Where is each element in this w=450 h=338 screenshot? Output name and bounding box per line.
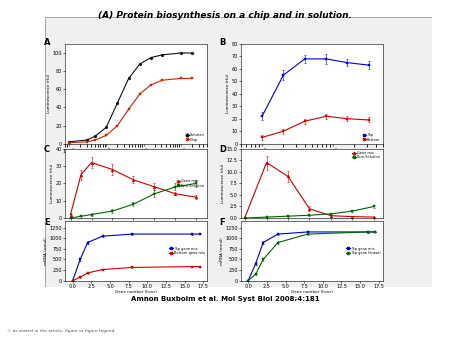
Legend: Top gene mix, Bottom gene mix: Top gene mix, Bottom gene mix xyxy=(169,246,205,256)
X-axis label: Gene number (liver): Gene number (liver) xyxy=(115,290,157,294)
Y-axis label: Luminescence (rlu): Luminescence (rlu) xyxy=(221,164,225,203)
Y-axis label: Luminescence (rlu): Luminescence (rlu) xyxy=(47,74,51,114)
Legend: Gene mix, Pure-Solution: Gene mix, Pure-Solution xyxy=(352,150,381,160)
Legend: Solution, Chip: Solution, Chip xyxy=(185,132,205,142)
Text: Amnon Buxboim et al. Mol Syst Biol 2008;4:181: Amnon Buxboim et al. Mol Syst Biol 2008;… xyxy=(130,296,320,302)
Y-axis label: mRNA (nmol): mRNA (nmol) xyxy=(44,237,48,265)
X-axis label: Gene number (liver): Gene number (liver) xyxy=(291,158,333,162)
Text: D: D xyxy=(220,145,226,153)
Y-axis label: Luminescence (rlu): Luminescence (rlu) xyxy=(50,164,54,203)
Text: B: B xyxy=(220,38,226,47)
X-axis label: Gene number (liver): Gene number (liver) xyxy=(115,227,157,232)
Y-axis label: Luminescence (rlu): Luminescence (rlu) xyxy=(226,74,230,114)
Text: E: E xyxy=(44,218,50,227)
Y-axis label: mRNA (nmol): mRNA (nmol) xyxy=(220,237,224,265)
Legend: Gene mix, Pure-Solution: Gene mix, Pure-Solution xyxy=(176,179,205,188)
X-axis label: Gene gene (Dilution) (ml): Gene gene (Dilution) (ml) xyxy=(285,227,338,232)
Text: A: A xyxy=(44,38,50,47)
Legend: Top, Bottom: Top, Bottom xyxy=(362,132,381,142)
X-axis label: Gene number (liver): Gene number (liver) xyxy=(115,158,157,162)
X-axis label: Gene number (liver): Gene number (liver) xyxy=(291,290,333,294)
Text: (A) Protein biosynthesis on a chip and in solution.: (A) Protein biosynthesis on a chip and i… xyxy=(98,11,352,20)
Text: C: C xyxy=(44,145,50,153)
Text: molecular
systems
biology: molecular systems biology xyxy=(380,310,414,328)
Text: F: F xyxy=(220,218,225,227)
Text: © as stated in the article, figure or figure legend: © as stated in the article, figure or fi… xyxy=(7,329,114,333)
Legend: Top gene mix, Top gene (linear): Top gene mix, Top gene (linear) xyxy=(346,246,381,256)
